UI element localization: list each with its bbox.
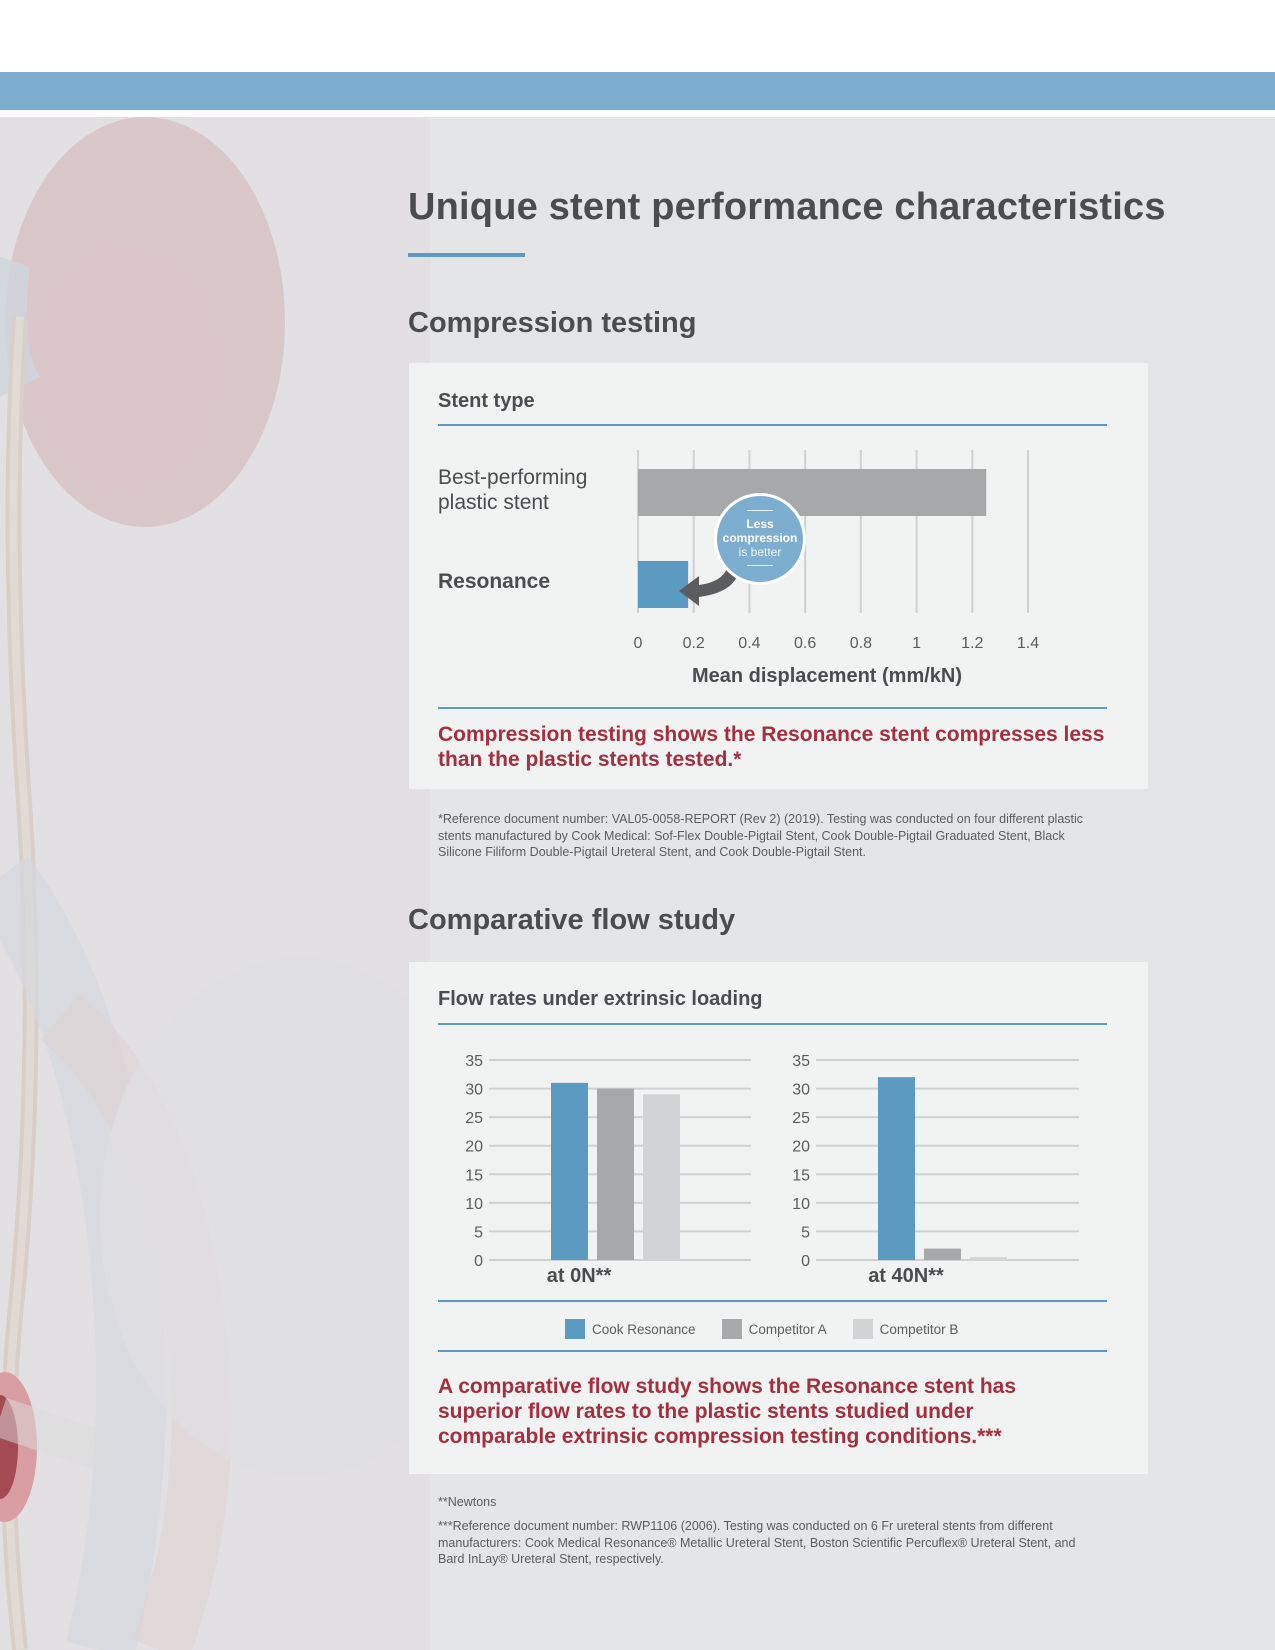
- y-tick-label: 10: [792, 1196, 810, 1213]
- legend-swatch-competitor-a: [721, 1319, 742, 1339]
- y-tick-label: 0: [474, 1253, 483, 1270]
- y-tick-label: 30: [792, 1082, 810, 1099]
- compression-card-title: Stent type: [438, 390, 535, 412]
- flow-section-title: Comparative flow study: [408, 904, 736, 936]
- y-tick-label: 20: [465, 1139, 483, 1156]
- compression-chart: 0 0.2 0.4 0.6 0.8 1 1.2 1.4: [634, 450, 1040, 652]
- flow-card: Flow rates under extrinsic loading 0 5 10 1…: [409, 962, 1148, 1474]
- legend-swatch-competitor-b: [852, 1319, 873, 1339]
- y-tick-label: 35: [792, 1053, 810, 1070]
- flow-card-rule-bottom: [438, 1350, 1107, 1352]
- legend-swatch-resonance: [565, 1319, 585, 1339]
- flow-card-title: Flow rates under extrinsic loading: [438, 988, 763, 1010]
- flow-footnote-newtons: **Newtons: [438, 1495, 497, 1509]
- anatomy-illustration: [0, 117, 500, 1650]
- title-underline: [408, 253, 525, 257]
- row-label-resonance: Resonance: [438, 570, 551, 593]
- flow-charts: 0 5 10 15 20 25 30 35 0 5 10 15 20 25 30 35: [465, 1053, 1079, 1270]
- flow-legend: Cook Resonance Competitor A Competitor B: [565, 1319, 958, 1339]
- compression-card: Stent type Best-performing plastic stent…: [409, 363, 1148, 789]
- x-tick-label: 0.8: [850, 635, 872, 652]
- bar-cook-resonance: [878, 1077, 915, 1260]
- y-tick-label: 10: [465, 1196, 483, 1213]
- legend-item: Cook Resonance: [565, 1319, 696, 1339]
- badge-text-2: compression: [722, 531, 798, 545]
- pointer-arrow-icon: [679, 558, 740, 606]
- y-tick-label: 5: [474, 1224, 483, 1241]
- y-tick-label: 0: [801, 1253, 810, 1270]
- compression-conclusion: Compression testing shows the Resonance …: [438, 723, 1105, 771]
- y-tick-label: 25: [465, 1110, 483, 1127]
- y-tick-label: 5: [801, 1224, 810, 1241]
- less-compression-badge: Less compression is better: [714, 493, 806, 585]
- bar-resonance: [638, 561, 689, 608]
- page-title: Unique stent performance characteristics: [408, 186, 1166, 228]
- flow-footnote-reference: ***Reference document number: RWP1106 (2…: [438, 1519, 1076, 1566]
- x-tick-label: 0.4: [738, 635, 760, 652]
- x-tick-label: 0.2: [683, 635, 705, 652]
- y-tick-label: 30: [465, 1082, 483, 1099]
- compression-card-rule-top: [438, 424, 1107, 426]
- compression-x-ticks: 0 0.2 0.4 0.6 0.8 1 1.2 1.4: [634, 635, 1040, 652]
- flow-card-rule-top: [438, 1023, 1107, 1025]
- header-band: [0, 72, 1275, 110]
- y-tick-label: 15: [792, 1167, 810, 1184]
- header-divider: [0, 114, 1275, 117]
- y-tick-label: 20: [792, 1139, 810, 1156]
- flow-chart-40n: 0 5 10 15 20 25 30 35: [792, 1053, 1079, 1270]
- flow-chart-0n: 0 5 10 15 20 25 30 35: [465, 1053, 751, 1270]
- flow-chart-0n-label: at 0N**: [546, 1265, 612, 1287]
- bar-competitor-b: [643, 1094, 680, 1260]
- compression-section-title: Compression testing: [408, 307, 697, 339]
- row-label-plastic: Best-performing plastic stent: [438, 466, 588, 514]
- badge-text-3: is better: [738, 545, 782, 559]
- bar-competitor-b: [970, 1257, 1007, 1260]
- badge-rule-top: [747, 510, 773, 511]
- legend-label: Competitor A: [748, 1321, 827, 1337]
- y-tick-label: 15: [465, 1167, 483, 1184]
- bar-cook-resonance: [551, 1082, 588, 1260]
- x-tick-label: 1.4: [1017, 635, 1039, 652]
- legend-label: Cook Resonance: [592, 1321, 696, 1337]
- x-tick-label: 1.2: [961, 635, 983, 652]
- compression-card-rule-bottom: [438, 707, 1107, 709]
- badge-rule-bottom: [747, 565, 773, 566]
- compression-footnote: *Reference document number: VAL05-0058-R…: [438, 812, 1084, 859]
- badge-text-1: Less: [746, 517, 774, 531]
- bar-plastic-stent: [638, 469, 987, 516]
- legend-item: Competitor B: [852, 1319, 959, 1339]
- y-tick-label: 35: [465, 1053, 483, 1070]
- bar-competitor-a: [597, 1088, 634, 1260]
- x-tick-label: 1: [912, 635, 921, 652]
- x-tick-label: 0: [634, 635, 643, 652]
- y-tick-label: 25: [792, 1110, 810, 1127]
- flow-card-rule-mid: [438, 1300, 1107, 1302]
- flow-conclusion: A comparative flow study shows the Reson…: [438, 1375, 1017, 1448]
- legend-item: Competitor A: [721, 1319, 827, 1339]
- bar-competitor-a: [924, 1248, 961, 1260]
- legend-label: Competitor B: [879, 1321, 959, 1337]
- compression-x-axis-label: Mean displacement (mm/kN): [691, 665, 963, 687]
- x-tick-label: 0.6: [794, 635, 816, 652]
- flow-chart-40n-label: at 40N**: [868, 1265, 944, 1287]
